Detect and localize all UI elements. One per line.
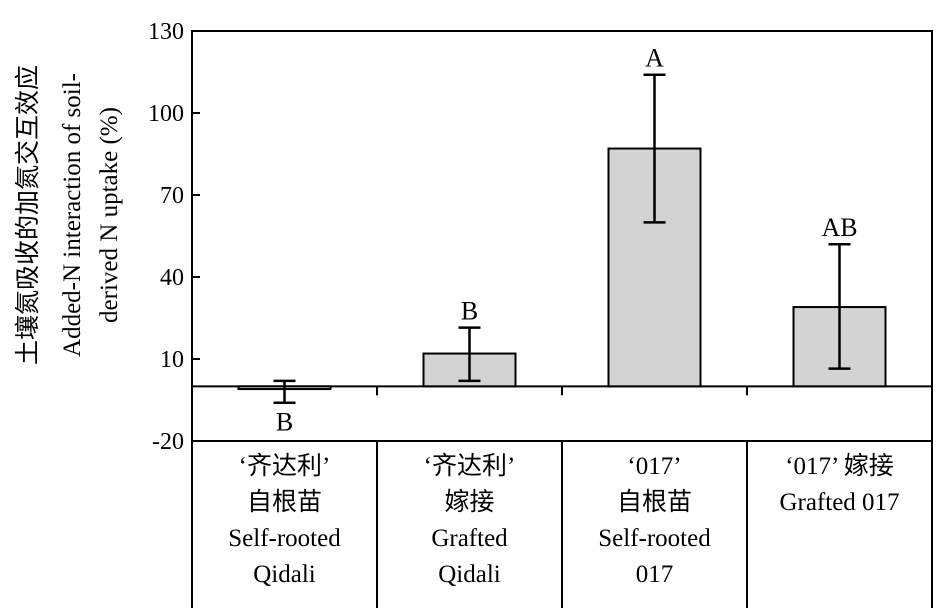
category-labels: ‘齐达利’ 自根苗 Self-rooted Qidali ‘齐达利’ 嫁接 Grafted Q… [191, 441, 933, 608]
category-label: Grafted [431, 525, 508, 552]
category-label: Qidali [253, 561, 316, 588]
category-label: 自根苗 [617, 488, 692, 516]
y-axis-label-line: 土壤氮吸收的加氮交互效应 [14, 65, 42, 365]
category-label: ‘齐达利’ [424, 452, 516, 480]
y-axis-label: 土壤氮吸收的加氮交互效应 Added-N interaction of soil-… [14, 65, 123, 365]
y-axis-label-line: Added-N interaction of soil- [59, 73, 86, 357]
category-label: ‘017’ 嫁接 [785, 452, 894, 480]
category-label: Grafted 017 [779, 489, 899, 516]
significance-label: B [461, 297, 478, 326]
significance-label: A [645, 44, 664, 73]
category-label: 嫁接 [444, 488, 494, 516]
y-tick-label: 100 [148, 101, 184, 127]
category-label: 自根苗 [247, 488, 322, 516]
y-tick-label: -20 [152, 429, 184, 455]
y-axis-label-line: derived N uptake (%) [96, 107, 123, 323]
category-label: 017 [636, 561, 674, 588]
category-label: ‘齐达利’ [239, 452, 331, 480]
category-label: ‘017’ [627, 453, 681, 480]
category-label: Self-rooted [228, 525, 341, 552]
y-tick-label: 70 [160, 183, 184, 209]
significance-label: AB [821, 213, 857, 242]
y-tick-label: 40 [160, 265, 184, 291]
y-axis-ticks: 130 100 70 40 10 -20 [148, 19, 200, 455]
category-label: Qidali [438, 561, 501, 588]
significance-label: B [276, 408, 293, 437]
bars: B B A AB [237, 44, 887, 437]
y-tick-label: 10 [160, 347, 184, 373]
category-label: Self-rooted [598, 525, 711, 552]
y-tick-label: 130 [148, 19, 184, 45]
